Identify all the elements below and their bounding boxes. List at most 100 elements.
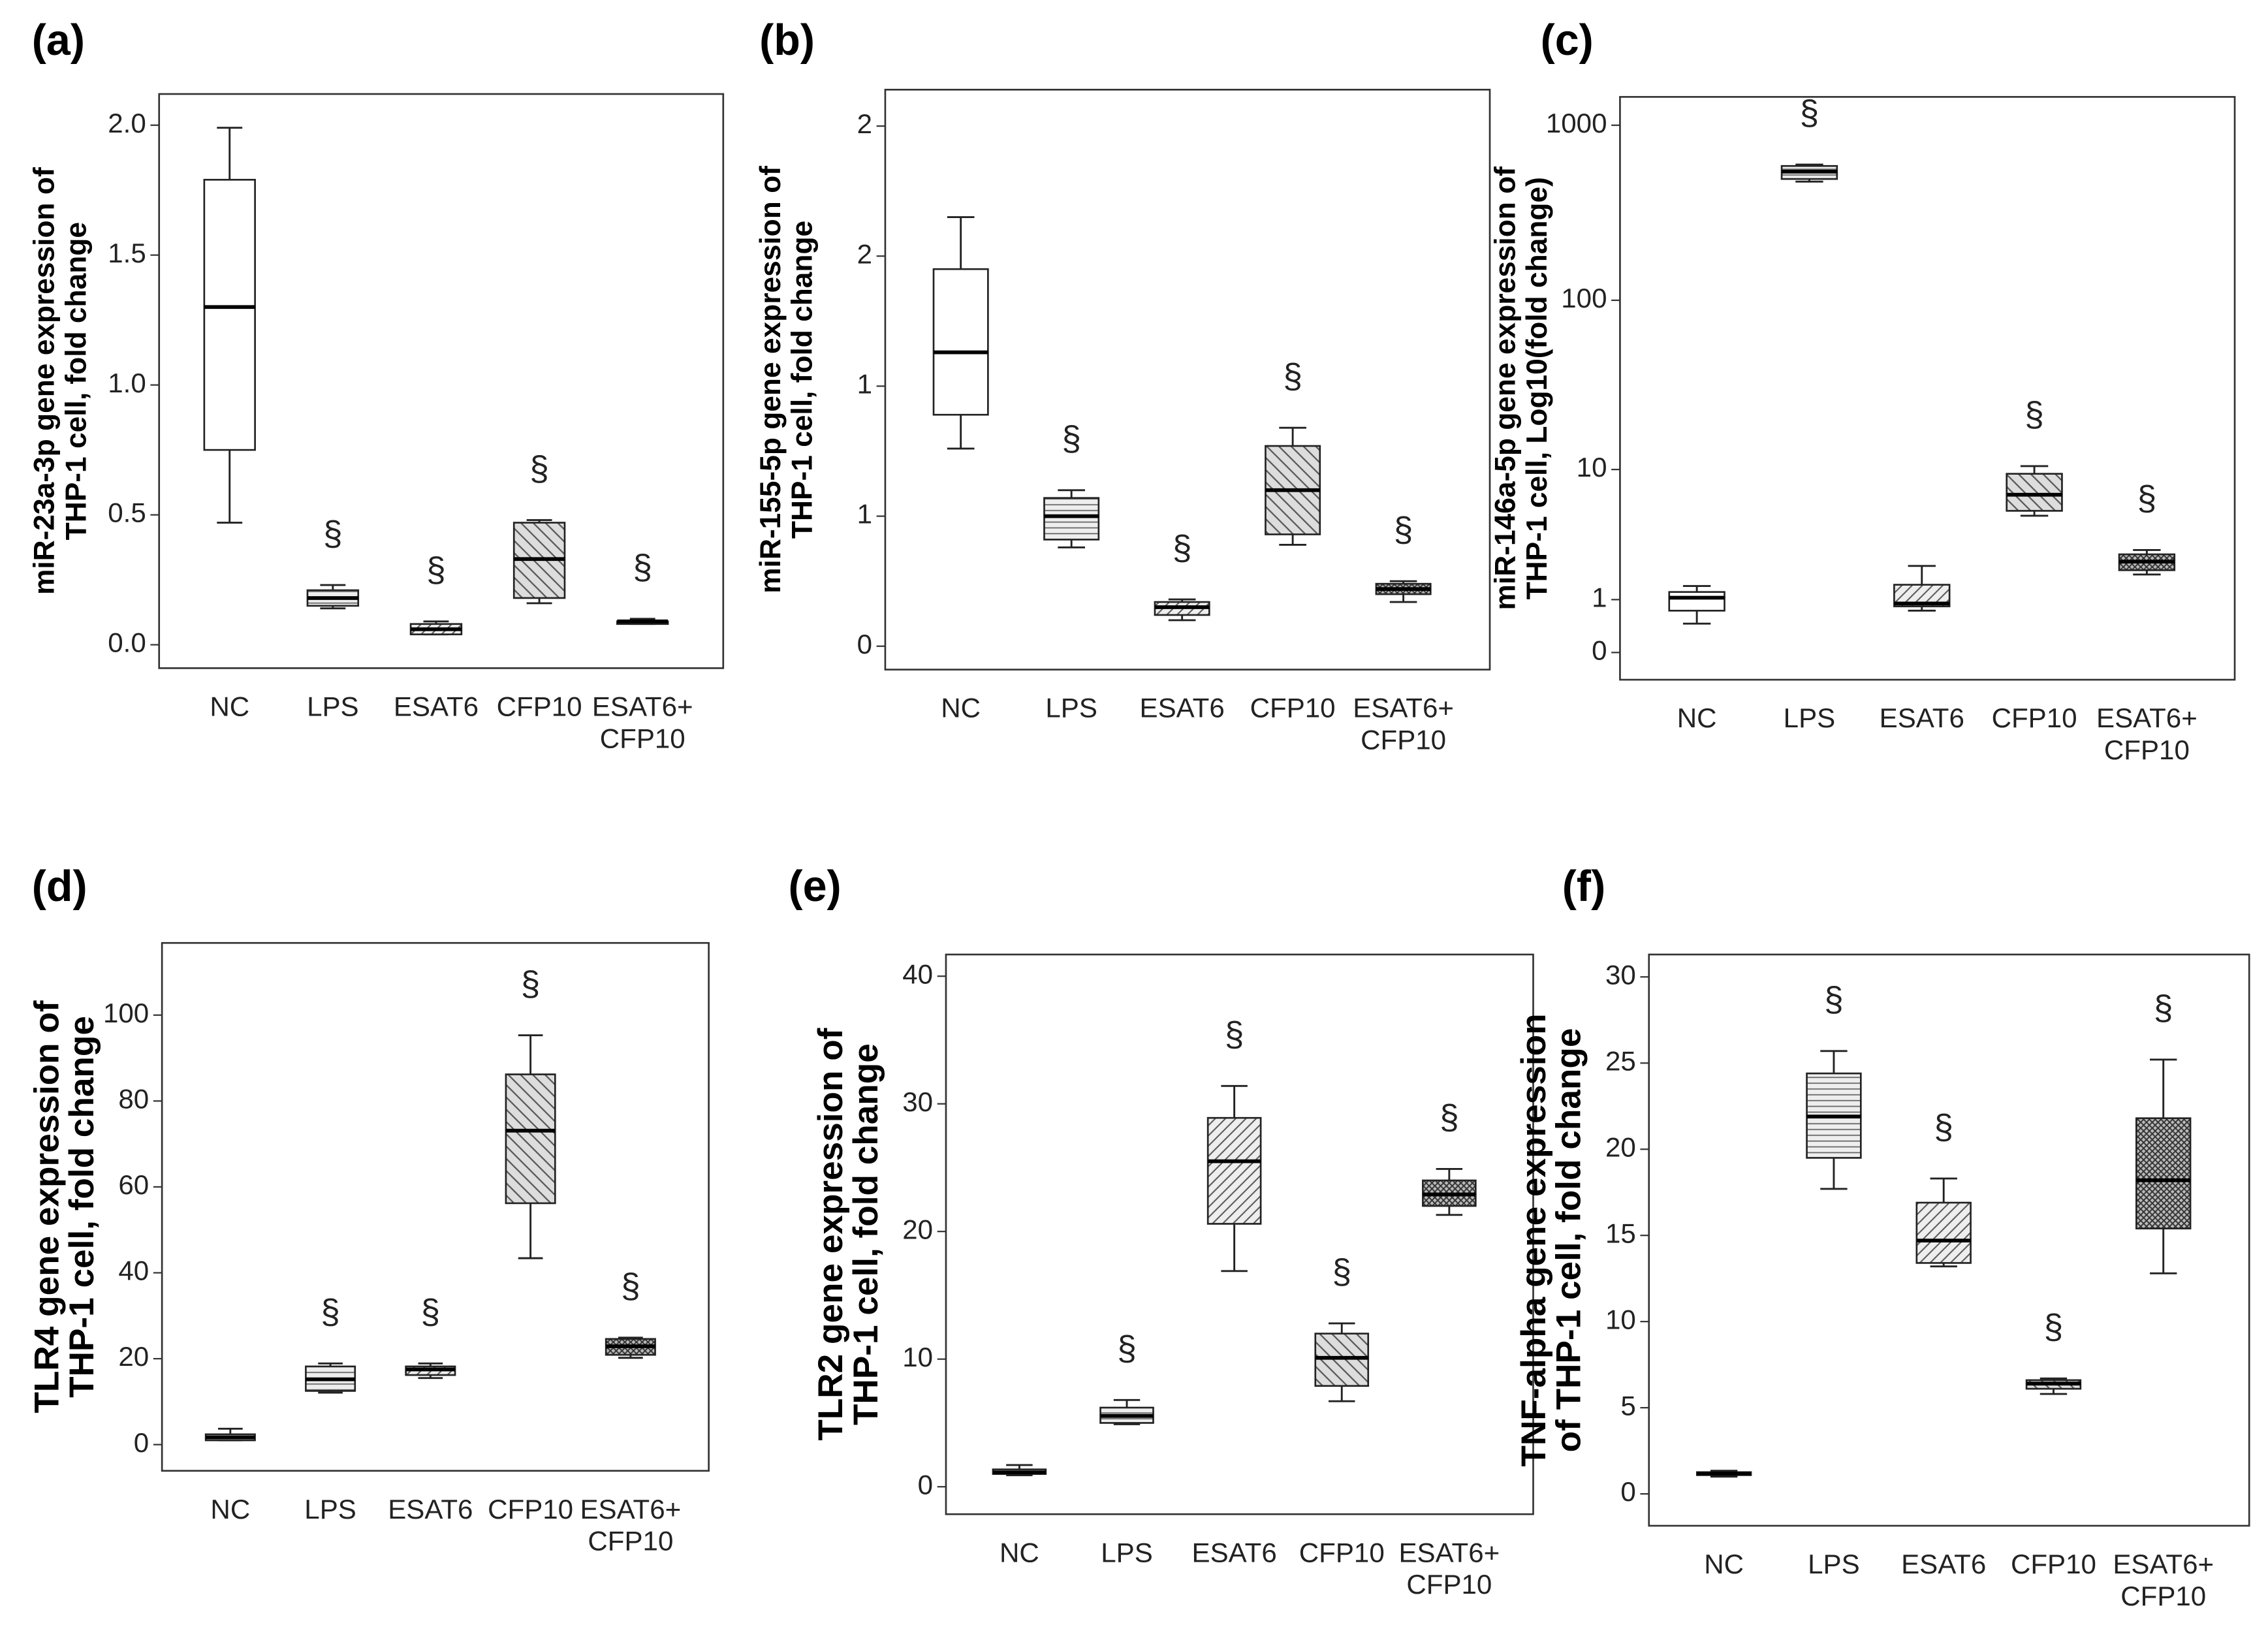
y-axis-label: miR-155-5p gene expression of (755, 166, 787, 593)
x-tick-label: NC (1677, 703, 1717, 733)
annotation: § (1225, 1015, 1244, 1054)
y-axis-label: of THP-1 cell, fold change (1550, 1028, 1588, 1453)
panel-label: (e) (788, 862, 841, 911)
annotation: § (323, 514, 343, 553)
x-tick-label: ESAT6+ (1398, 1537, 1500, 1568)
y-tick-label: 60 (118, 1169, 149, 1200)
y-axis-label: miR-23a-3p gene expression of (29, 167, 61, 595)
y-tick-label: 40 (902, 958, 933, 989)
y-tick-label: 80 (118, 1083, 149, 1114)
y-tick-label: 0 (918, 1469, 933, 1500)
annotation: § (321, 1293, 340, 1331)
y-tick-label: 30 (1605, 959, 1636, 990)
annotation: § (1332, 1253, 1351, 1291)
annotation: § (1934, 1108, 1953, 1146)
y-tick-label: 0 (1592, 635, 1607, 666)
y-tick-label: 1.0 (108, 368, 146, 398)
y-tick-label: 15 (1605, 1218, 1636, 1248)
y-tick-label: 2 (857, 108, 872, 139)
x-tick-label: ESAT6+ (1353, 693, 1454, 723)
annotation: § (1283, 357, 1302, 396)
x-tick-label: NC (1000, 1537, 1039, 1568)
box (932, 268, 989, 416)
annotation: § (421, 1293, 441, 1331)
box (1668, 591, 1725, 612)
annotation: § (1824, 981, 1844, 1019)
y-axis-label: THP-1 cell, fold change (787, 221, 819, 539)
panel-label: (c) (1541, 16, 1594, 65)
y-tick-label: 0.5 (108, 498, 146, 528)
annotation: § (1394, 511, 1413, 549)
y-tick-label: 1 (857, 369, 872, 400)
x-tick-label: LPS (304, 1494, 356, 1524)
y-tick-label: 10 (1605, 1304, 1636, 1335)
x-tick-label: ESAT6+ (592, 691, 693, 722)
x-tick-label: ESAT6 (394, 691, 479, 722)
box (2135, 1117, 2192, 1229)
x-tick-label: ESAT6 (1140, 693, 1225, 723)
plot-frame (161, 941, 710, 1472)
annotation: § (621, 1267, 640, 1306)
x-tick-label: ESAT6+ (2113, 1549, 2214, 1579)
y-tick-label: 2 (857, 238, 872, 269)
x-tick-label: CFP10 (588, 1526, 673, 1556)
annotation: § (529, 449, 549, 488)
plot-frame (884, 89, 1491, 671)
panel: (b) miR-155-5p gene expression of THP-1 ce… (755, 16, 1491, 755)
y-axis-label: TNF-alpha gene expression (1515, 1013, 1553, 1466)
plot-frame (158, 93, 725, 669)
y-tick-label: 2.0 (108, 108, 146, 138)
x-tick-label: LPS (1045, 693, 1097, 723)
annotation: § (426, 550, 446, 589)
panel: (a) miR-23a-3p gene expression of THP-1 ce… (29, 16, 725, 753)
x-tick-label: ESAT6+ (580, 1494, 681, 1524)
x-tick-label: CFP10 (1361, 724, 1446, 755)
y-axis-label: TLR2 gene expression of (811, 1028, 850, 1440)
y-axis-label: THP-1 cell, fold change (60, 222, 92, 540)
y-axis-label: miR-146a-5p gene expression of (1489, 166, 1521, 610)
y-tick-label: 1 (857, 499, 872, 529)
plot-frame (1619, 96, 2236, 681)
x-tick-label: CFP10 (2011, 1549, 2096, 1579)
annotation: § (521, 964, 541, 1003)
x-tick-label: CFP10 (488, 1494, 573, 1524)
y-axis-label: THP-1 cell, fold change (63, 1016, 101, 1398)
panel-label: (b) (759, 16, 815, 65)
y-axis-label: THP-1 cell, fold change (847, 1043, 885, 1425)
annotation: § (1173, 529, 1192, 567)
annotation: § (1800, 94, 1819, 133)
y-tick-label: 0.0 (108, 627, 146, 658)
y-axis-label: TLR4 gene expression of (27, 1000, 66, 1413)
y-tick-label: 40 (118, 1256, 149, 1286)
x-tick-label: ESAT6 (1880, 703, 1964, 733)
x-tick-label: CFP10 (1992, 703, 2077, 733)
annotation: § (2154, 989, 2173, 1028)
x-tick-label: ESAT6 (388, 1494, 473, 1524)
y-tick-label: 5 (1620, 1390, 1635, 1421)
x-tick-label: ESAT6 (1192, 1537, 1277, 1568)
x-tick-label: CFP10 (497, 691, 582, 722)
y-tick-label: 10 (902, 1342, 933, 1372)
y-tick-label: 1 (1592, 582, 1607, 613)
x-tick-label: CFP10 (1250, 693, 1336, 723)
x-tick-label: LPS (1101, 1537, 1153, 1568)
annotation: § (2024, 396, 2044, 434)
box (1043, 497, 1100, 541)
y-tick-label: 10 (1577, 452, 1607, 482)
panel-label: (d) (32, 862, 87, 911)
x-tick-label: ESAT6+ (2096, 703, 2197, 733)
box (1915, 1201, 1972, 1264)
y-tick-label: 30 (902, 1086, 933, 1117)
x-tick-label: LPS (1784, 703, 1836, 733)
box (505, 1073, 556, 1205)
x-tick-label: CFP10 (2104, 735, 2190, 765)
box (203, 178, 256, 451)
box (1206, 1116, 1262, 1225)
plot-frame (945, 953, 1534, 1515)
box (2006, 473, 2063, 512)
panel: (c) miR-146a-5p gene expression of THP-1 c… (1489, 16, 2236, 765)
